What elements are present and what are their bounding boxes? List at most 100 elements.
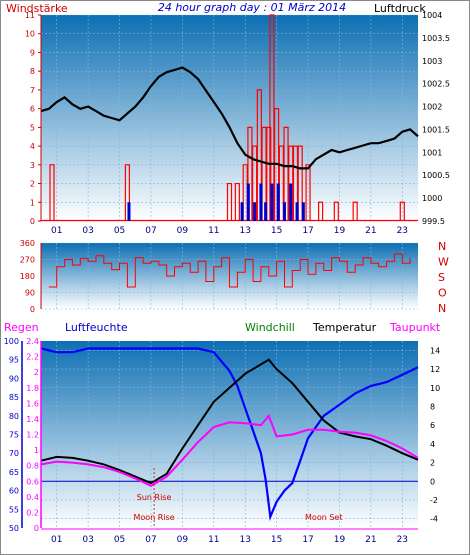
wind-tick-label: 1 — [30, 198, 35, 207]
gust-bar — [318, 201, 324, 221]
average-bar — [127, 202, 131, 221]
pressure-tick-label: 1001 — [422, 148, 442, 157]
x-tick-label: 15 — [271, 226, 282, 236]
wind-tick-label: 3 — [30, 161, 35, 170]
pressure-axis-title: Luftdruck — [374, 2, 426, 15]
humidity-tick-label: 95 — [9, 356, 19, 365]
average-bar — [282, 202, 286, 221]
rain-axis-ticks: 0 0.2 0.4 0.6 0.8 1 1.2 1.4 1.6 1.8 2 2.2 2.4 — [26, 337, 39, 533]
gust-bar — [399, 201, 405, 221]
wind-pressure-plot-area — [41, 15, 418, 221]
x-tick-label: 03 — [82, 535, 93, 545]
x-tick-label: 19 — [334, 226, 346, 236]
wind-axis-ticks: 0 1 2 3 4 5 6 7 8 9 10 11 — [25, 11, 41, 226]
legend-dewpoint: Taupunkt — [389, 321, 441, 334]
direction-tick-label: 180 — [20, 272, 35, 281]
x-tick-label: 05 — [114, 535, 125, 545]
humidity-tick-label: 50 — [9, 524, 19, 533]
temperature-tick-label: -4 — [430, 515, 438, 524]
x-tick-label: 21 — [365, 535, 376, 545]
average-bar — [270, 183, 274, 221]
wind-tick-label: 9 — [30, 48, 35, 57]
average-bar — [301, 202, 305, 221]
rain-tick-label: 1.4 — [26, 415, 39, 424]
average-bar — [295, 202, 299, 221]
temperature-tick-label: 12 — [430, 365, 440, 374]
rain-tick-label: 1.6 — [26, 399, 39, 408]
direction-tick-label: 0 — [30, 305, 35, 314]
gust-bar — [292, 145, 299, 221]
wind-tick-label: 7 — [30, 86, 35, 95]
x-tick-label: 13 — [239, 535, 250, 545]
gust-bar — [269, 14, 275, 221]
rain-tick-label: 0 — [34, 524, 39, 533]
wind-tick-label: 2 — [30, 180, 35, 189]
gust-bar — [256, 89, 262, 221]
humidity-line — [40, 347, 419, 522]
rain-tick-label: 2.2 — [26, 353, 39, 362]
average-bar — [289, 183, 293, 221]
wind-gust-bars — [41, 14, 418, 222]
compass-label: N — [438, 302, 446, 315]
rain-tick-label: 0.8 — [26, 462, 39, 471]
rain-tick-label: 2.4 — [26, 337, 39, 346]
x-tick-label: 17 — [302, 226, 313, 236]
pressure-tick-label: 1000.5 — [422, 171, 450, 180]
gust-bar — [283, 126, 289, 221]
average-bar — [240, 202, 244, 221]
legend-windchill: Windchill — [245, 321, 295, 334]
x-tick-label: 09 — [177, 535, 189, 545]
wind-tick-label: 11 — [25, 11, 35, 20]
humidity-tick-label: 85 — [9, 393, 19, 402]
graph-title: 24 hour graph day : 01 März 2014 — [158, 1, 346, 14]
x-tick-label: 23 — [397, 226, 408, 236]
legend-rain: Regen — [4, 321, 39, 334]
wind-tick-label: 4 — [30, 142, 35, 151]
humidity-tick-label: 70 — [9, 449, 19, 458]
temperature-axis-ticks: -4 -2 0 2 4 6 8 10 12 14 — [430, 346, 440, 523]
humidity-tick-label: 100 — [4, 337, 19, 346]
legend-humidity: Luftfeuchte — [65, 321, 128, 334]
x-tick-label: 19 — [334, 535, 346, 545]
gust-bar — [252, 145, 258, 221]
humidity-tick-label: 90 — [9, 374, 19, 383]
wind-pressure-x-ticks: 01 03 05 07 09 11 13 15 17 19 21 23 — [51, 226, 408, 236]
pressure-tick-label: 999.5 — [422, 217, 445, 226]
pressure-tick-label: 1003.5 — [422, 34, 450, 43]
humidity-tick-label: 60 — [9, 487, 19, 496]
average-bar — [246, 183, 250, 221]
rain-tick-label: 1.8 — [26, 384, 39, 393]
pressure-tick-label: 1001.5 — [422, 125, 450, 134]
temperature-tick-label: 8 — [430, 402, 435, 411]
compass-label: O — [438, 287, 447, 300]
temperature-tick-label: 2 — [430, 459, 435, 468]
humidity-tick-label: 55 — [9, 505, 19, 514]
pressure-tick-label: 1004 — [422, 11, 442, 20]
x-tick-label: 07 — [145, 535, 156, 545]
compass-label: N — [438, 240, 446, 253]
wind-direction-line — [48, 253, 411, 288]
direction-tick-label: 90 — [25, 289, 35, 298]
direction-tick-label: 360 — [20, 239, 35, 248]
rain-tick-label: 1 — [34, 446, 39, 455]
moonset-label: Moon Set — [305, 513, 342, 522]
direction-axis-ticks: 0 90 180 270 360 — [20, 239, 35, 314]
x-tick-label: 15 — [271, 535, 282, 545]
wind-tick-label: 8 — [30, 67, 35, 76]
temperature-tick-label: -2 — [430, 496, 438, 505]
x-tick-label: 09 — [177, 226, 189, 236]
x-tick-label: 05 — [114, 226, 125, 236]
wind-average-bars — [127, 183, 305, 221]
compass-label: S — [438, 271, 445, 284]
rain-tick-label: 0.6 — [26, 477, 39, 486]
x-tick-label: 01 — [51, 535, 62, 545]
x-tick-label: 03 — [82, 226, 93, 236]
gust-bar — [305, 164, 311, 221]
gust-bar — [352, 201, 358, 221]
average-bar — [253, 202, 257, 221]
wind-tick-label: 6 — [30, 105, 35, 114]
legend-temperature: Temperatur — [312, 321, 377, 334]
humidity-tick-label: 65 — [9, 468, 19, 477]
